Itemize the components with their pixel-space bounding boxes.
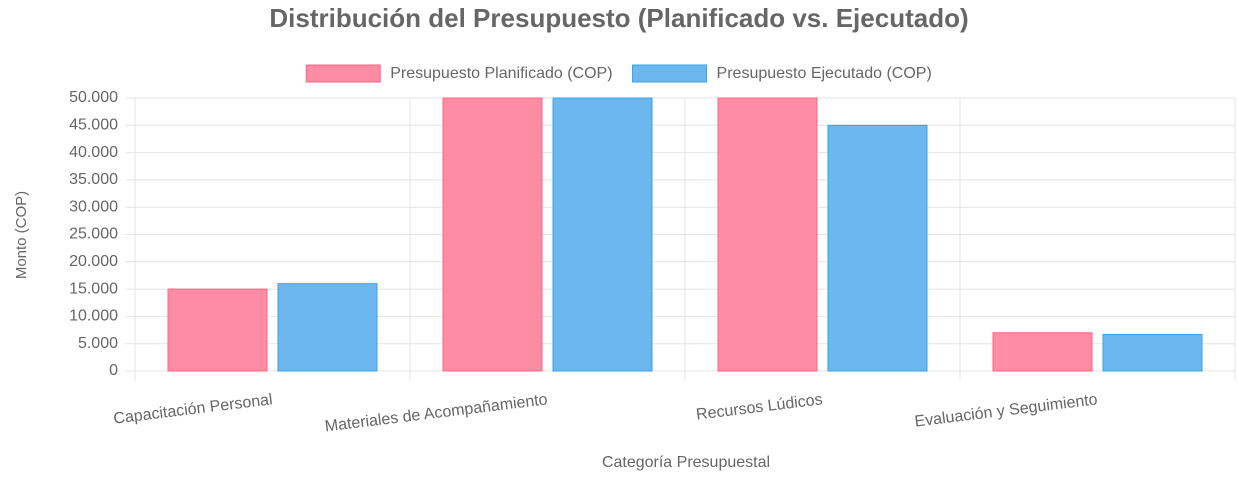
y-tick-label: 35.000 (69, 171, 118, 188)
y-tick-label: 5.000 (78, 335, 118, 352)
bar (277, 283, 378, 372)
y-tick-label: 20.000 (69, 253, 118, 270)
y-tick-label: 45.000 (69, 117, 118, 134)
chart-title: Distribución del Presupuesto (Planificad… (269, 3, 968, 33)
legend-label: Presupuesto Ejecutado (COP) (717, 65, 932, 82)
y-tick-label: 25.000 (69, 226, 118, 243)
bar (552, 97, 653, 372)
y-tick-label: 50.000 (69, 89, 118, 106)
y-tick-label: 40.000 (69, 144, 118, 161)
x-axis-title: Categoría Presupuestal (602, 454, 770, 471)
x-tick-label: Evaluación y Seguimiento (914, 391, 1099, 430)
x-tick-label: Capacitación Personal (113, 391, 274, 427)
bar (1102, 333, 1203, 372)
bar (717, 97, 818, 372)
bar (442, 97, 543, 372)
y-axis-title: Monto (COP) (13, 191, 30, 279)
legend-label: Presupuesto Planificado (COP) (390, 65, 612, 82)
x-tick-label: Recursos Lúdicos (695, 391, 823, 423)
y-tick-label: 30.000 (69, 198, 118, 215)
bar (167, 288, 268, 372)
legend-swatch (305, 64, 381, 83)
y-tick-label: 10.000 (69, 308, 118, 325)
y-tick-label: 15.000 (69, 280, 118, 297)
y-tick-label: 0 (109, 362, 118, 379)
bar (992, 332, 1093, 372)
legend-swatch (632, 64, 708, 83)
x-tick-label: Materiales de Acompañamiento (324, 391, 549, 435)
bar (827, 124, 928, 372)
